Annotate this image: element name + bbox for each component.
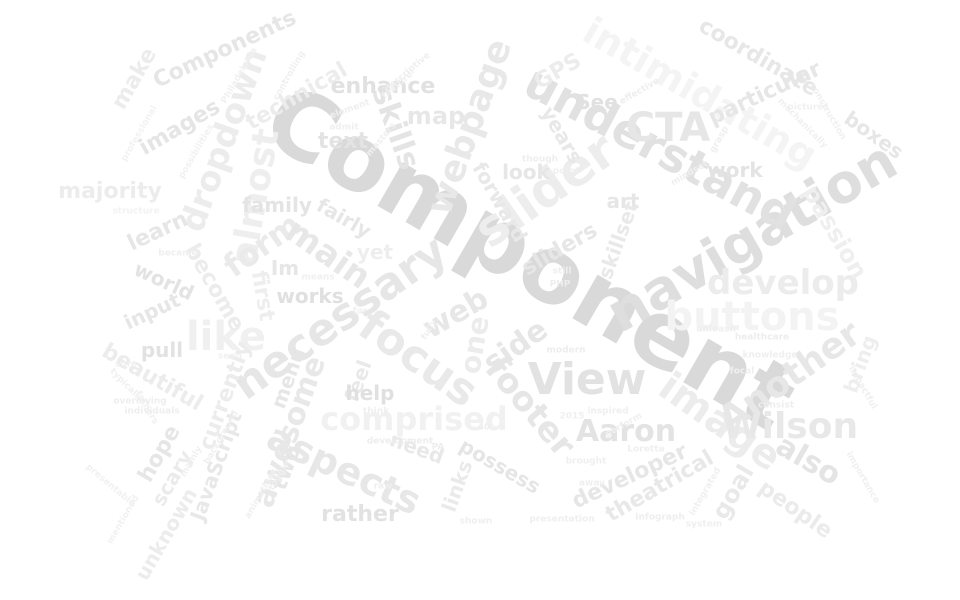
word: Infograph xyxy=(635,512,685,523)
word: means xyxy=(301,272,335,283)
word: works xyxy=(276,284,344,308)
word: PA xyxy=(431,442,445,453)
word: Wilson xyxy=(721,406,859,447)
word: development xyxy=(366,436,434,447)
word: individuals xyxy=(124,406,180,417)
word: yet xyxy=(356,240,394,264)
word: majority xyxy=(58,179,162,204)
word: develop xyxy=(707,263,859,303)
word: 40 xyxy=(477,422,491,433)
word: focal xyxy=(729,366,755,377)
word: rather xyxy=(321,502,399,527)
word: comprised xyxy=(320,400,508,438)
word: consist xyxy=(757,400,795,411)
word: modern xyxy=(546,345,586,356)
word: links xyxy=(436,456,478,516)
word: input xyxy=(120,287,184,335)
word: look xyxy=(502,160,550,184)
word: still xyxy=(552,266,572,277)
word: See xyxy=(576,90,618,114)
word: like xyxy=(185,314,267,360)
word: buttons xyxy=(664,294,840,340)
word: brought xyxy=(565,456,607,467)
word: pull xyxy=(140,338,184,362)
word: help xyxy=(345,381,395,405)
word: CTA xyxy=(625,105,711,151)
word: art xyxy=(606,189,640,213)
word: admit xyxy=(329,122,359,133)
word: importance xyxy=(843,450,882,506)
word: text xyxy=(317,129,369,154)
word: knowledge xyxy=(742,350,798,361)
word: 2015 xyxy=(559,411,585,422)
word: seen xyxy=(218,351,242,362)
word: point xyxy=(552,166,580,177)
word: View xyxy=(527,354,647,405)
word: pictures xyxy=(787,102,829,113)
word: overlaying xyxy=(113,396,167,407)
word: map xyxy=(406,102,466,130)
word: presentable xyxy=(83,462,137,510)
word: far xyxy=(352,306,368,317)
word: shown xyxy=(459,516,493,527)
word: inspired xyxy=(587,406,629,417)
word: think xyxy=(362,406,390,417)
word: unleash xyxy=(696,324,736,335)
word: work xyxy=(707,158,763,182)
word: healthcare xyxy=(734,332,790,343)
word: though xyxy=(521,154,559,165)
word: sure xyxy=(114,359,138,370)
word: system xyxy=(685,519,723,530)
word: Aaron xyxy=(575,414,677,449)
word: family xyxy=(242,193,312,217)
word: enhance xyxy=(330,74,436,99)
word: PHP xyxy=(549,279,571,290)
word: Im xyxy=(270,256,300,280)
word: raw xyxy=(373,481,393,492)
word: structure xyxy=(112,206,160,217)
word: Loretta xyxy=(627,444,665,455)
word: presentation xyxy=(529,514,595,525)
word: away xyxy=(578,478,606,489)
word: became xyxy=(158,248,198,259)
